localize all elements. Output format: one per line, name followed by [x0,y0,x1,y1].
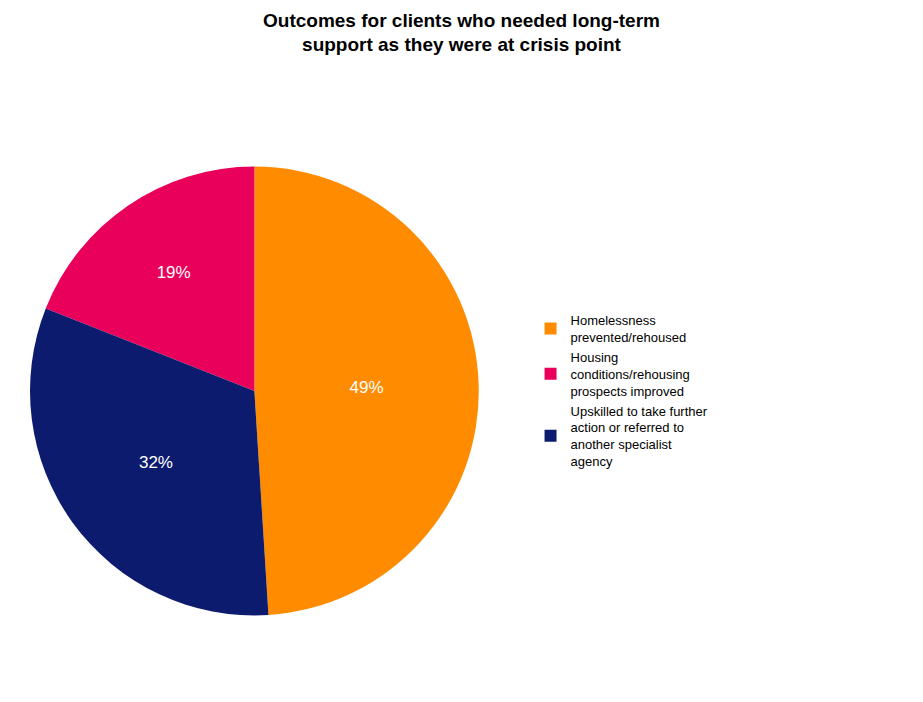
svg-text:Housingconditions/rehousingpro: Housingconditions/rehousingprospects imp… [571,350,690,399]
svg-text:49%: 49% [350,378,384,397]
svg-text:Homelessnessprevented/rehoused: Homelessnessprevented/rehoused [571,313,687,345]
svg-text:Outcomes for clients who neede: Outcomes for clients who needed long-ter… [263,10,660,56]
svg-text:19%: 19% [157,263,191,282]
svg-text:Upskilled to take furtheractio: Upskilled to take furtheraction or refer… [571,404,708,470]
svg-text:32%: 32% [139,453,173,472]
